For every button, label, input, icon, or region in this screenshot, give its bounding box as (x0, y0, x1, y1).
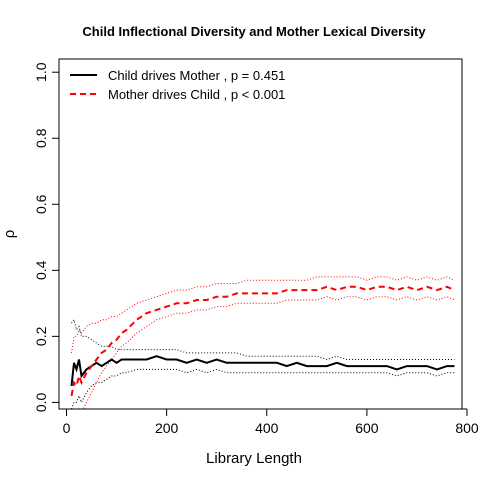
y-tick-label: 1.0 (33, 62, 49, 82)
y-tick-label: 0.8 (33, 128, 49, 148)
series-child-drives-mother-line (70, 355, 455, 387)
x-tick-label: 400 (255, 420, 279, 436)
legend-label-mother-drives-child: Mother drives Child , p < 0.001 (108, 87, 285, 102)
x-axis: 0 200 400 600 800 (63, 408, 479, 436)
y-axis-label: ρ (1, 230, 18, 239)
series-mother-drives-child-band-lower (78, 296, 455, 409)
series-mother-drives-child-line (70, 285, 455, 396)
series-child-drives-mother-band-upper (71, 318, 455, 361)
x-axis-label: Library Length (206, 450, 302, 467)
x-tick-label: 800 (455, 420, 479, 436)
plot-area (58, 58, 463, 410)
legend: Child drives Mother , p = 0.451 Mother d… (70, 68, 285, 102)
series-child-drives-mother-band-lower (71, 368, 455, 409)
y-tick-label: 0.6 (33, 194, 49, 214)
x-tick-label: 200 (155, 420, 179, 436)
x-tick-label: 0 (63, 420, 71, 436)
chart-title: Child Inflectional Diversity and Mother … (82, 24, 426, 39)
series-lines (70, 285, 455, 396)
confidence-bands (71, 276, 455, 409)
y-tick-label: 0.4 (33, 260, 49, 280)
y-tick-label: 0.0 (33, 392, 49, 412)
x-tick-label: 600 (355, 420, 379, 436)
series-mother-drives-child-band-upper (71, 276, 455, 353)
y-axis: 0.0 0.2 0.4 0.6 0.8 1.0 (33, 62, 60, 412)
legend-label-child-drives-mother: Child drives Mother , p = 0.451 (108, 68, 285, 83)
y-tick-label: 0.2 (33, 326, 49, 346)
